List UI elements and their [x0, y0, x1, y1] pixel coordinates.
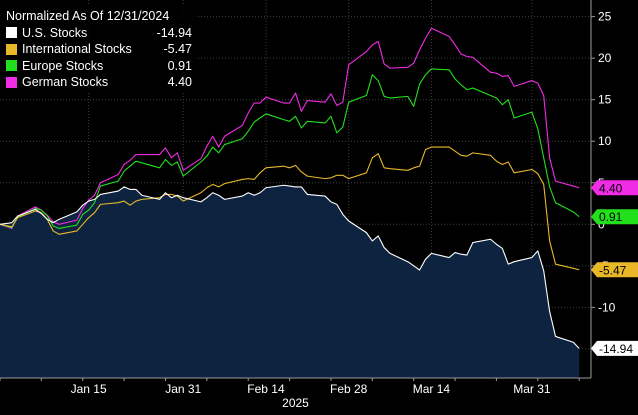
legend-label: International Stocks	[22, 42, 132, 56]
europe-stocks-line	[0, 68, 580, 230]
legend-swatch	[6, 60, 17, 72]
u-s-stocks-last-value: -14.94	[591, 340, 638, 356]
u-s-stocks-line	[0, 184, 580, 349]
y-tick-label: 20	[598, 51, 612, 65]
u-s-stocks-area	[0, 185, 580, 378]
legend-item: U.S. Stocks -14.94	[6, 25, 192, 42]
x-tick-label: Jan 15	[71, 382, 107, 396]
x-tick-label: Mar 31	[513, 382, 551, 396]
german-stocks-last-value: 4.40	[591, 180, 638, 196]
legend-label: U.S. Stocks	[22, 25, 88, 40]
legend-item: German Stocks 4.40	[6, 74, 192, 91]
legend: Normalized As Of 12/31/2024 U.S. Stocks -…	[0, 6, 196, 93]
last-value-tag	[591, 180, 638, 196]
legend-swatch	[6, 43, 17, 55]
legend-value: 0.91	[167, 58, 192, 73]
x-tick-label: Mar 14	[413, 382, 451, 396]
x-axis-title: 2025	[282, 396, 309, 410]
legend-value: -5.47	[163, 42, 193, 56]
legend-item: Europe Stocks 0.91	[6, 58, 192, 75]
last-value-text: -14.94	[599, 342, 633, 356]
last-value-text: 0.91	[599, 210, 623, 224]
legend-label: Europe Stocks	[22, 58, 104, 73]
y-tick-label: 10	[598, 134, 612, 148]
europe-stocks-last-value: 0.91	[591, 209, 638, 225]
international-stocks-line	[0, 146, 580, 271]
y-tick-label: -10	[598, 300, 616, 314]
legend-item: International Stocks -5.47	[6, 41, 192, 58]
last-value-text: 4.40	[599, 181, 623, 195]
legend-value: -14.94	[156, 25, 192, 40]
legend-label: German Stocks	[22, 75, 109, 89]
last-value-tag	[591, 209, 638, 225]
chart-title: Normalized As Of 12/31/2024	[6, 9, 170, 23]
last-value-tag	[591, 340, 638, 356]
x-tick-label: Feb 14	[247, 382, 285, 396]
y-tick-label: 0	[598, 217, 605, 231]
german-stocks-line	[0, 27, 580, 230]
x-tick-label: Jan 31	[165, 382, 201, 396]
y-tick-label: 15	[598, 93, 612, 107]
last-value-text: -5.47	[599, 263, 627, 277]
last-value-tag	[591, 262, 638, 278]
legend-swatch	[6, 27, 17, 39]
legend-swatch	[6, 76, 17, 88]
x-tick-label: Feb 28	[330, 382, 368, 396]
y-tick-label: 25	[598, 10, 612, 24]
international-stocks-last-value: -5.47	[591, 262, 638, 278]
legend-value: 4.40	[167, 75, 192, 89]
